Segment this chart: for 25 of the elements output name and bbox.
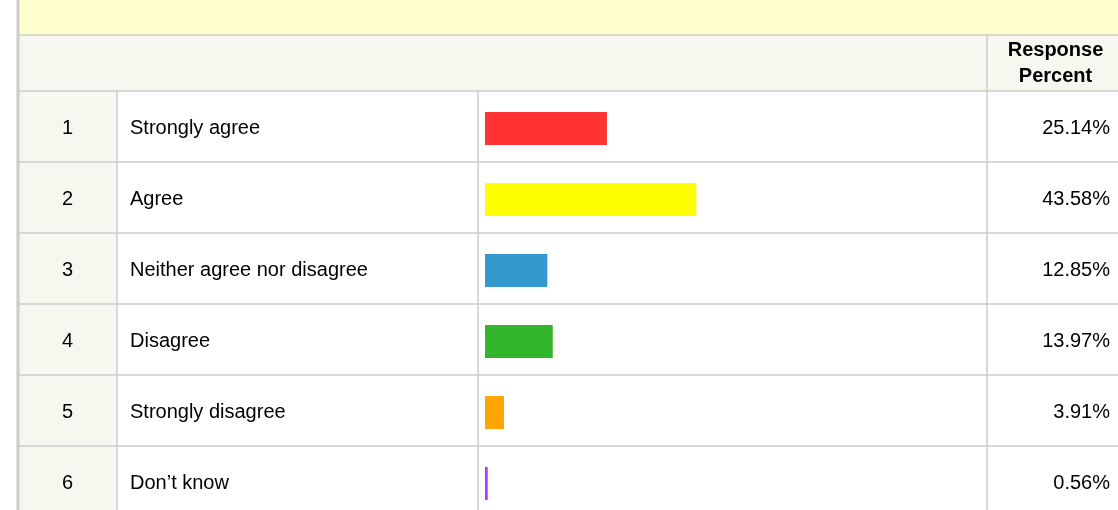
text: 5 <box>61 399 74 422</box>
text: 1 <box>61 115 74 138</box>
y-tick-label: Don’t know <box>130 470 230 493</box>
text: Response Percent <box>1007 38 1104 86</box>
text: 3 <box>61 257 74 280</box>
bar <box>485 254 548 287</box>
text: 6 <box>61 470 74 493</box>
y-tick-label: Agree <box>130 186 184 209</box>
data-label: 12.85% <box>1042 257 1111 280</box>
text: 2 <box>61 186 74 209</box>
data-label: 13.97% <box>1042 328 1111 351</box>
data-label: 43.58% <box>1042 186 1111 209</box>
bar <box>485 183 697 216</box>
bar <box>485 396 504 429</box>
bar <box>485 112 607 145</box>
bar <box>485 325 553 358</box>
text: 4 <box>61 328 74 351</box>
bar <box>485 467 488 500</box>
y-tick-label: Strongly agree <box>130 115 261 138</box>
data-label: 25.14% <box>1042 115 1111 138</box>
data-label: 3.91% <box>1053 399 1111 422</box>
y-tick-label: Strongly disagree <box>130 399 286 422</box>
data-label: 0.56% <box>1053 470 1111 493</box>
y-tick-label: Neither agree nor disagree <box>130 257 368 280</box>
y-tick-label: Disagree <box>130 328 211 351</box>
